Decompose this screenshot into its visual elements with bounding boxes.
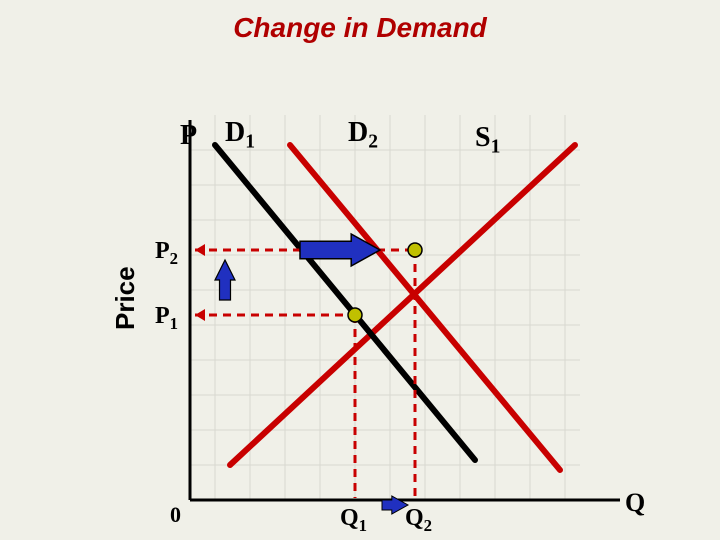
origin-label: 0 <box>170 502 181 528</box>
curve-D2-label: D2 <box>348 117 378 154</box>
y-axis-label: Price <box>110 266 141 330</box>
price-P2-label: P2 <box>155 238 178 269</box>
curve-D1-label: D1 <box>225 117 255 154</box>
quantity-Q1-label: Q1 <box>340 505 367 536</box>
slide: Change in Demand Price P D1 D2 S1 P2 P1 … <box>0 0 720 540</box>
curve-S1-label: S1 <box>475 122 500 159</box>
diagram-svg <box>0 0 720 540</box>
quantity-Q2-label: Q2 <box>405 505 432 536</box>
price-P1-label: P1 <box>155 303 178 334</box>
axis-Q-label: Q <box>625 488 645 518</box>
axis-P-label: P <box>180 120 197 152</box>
